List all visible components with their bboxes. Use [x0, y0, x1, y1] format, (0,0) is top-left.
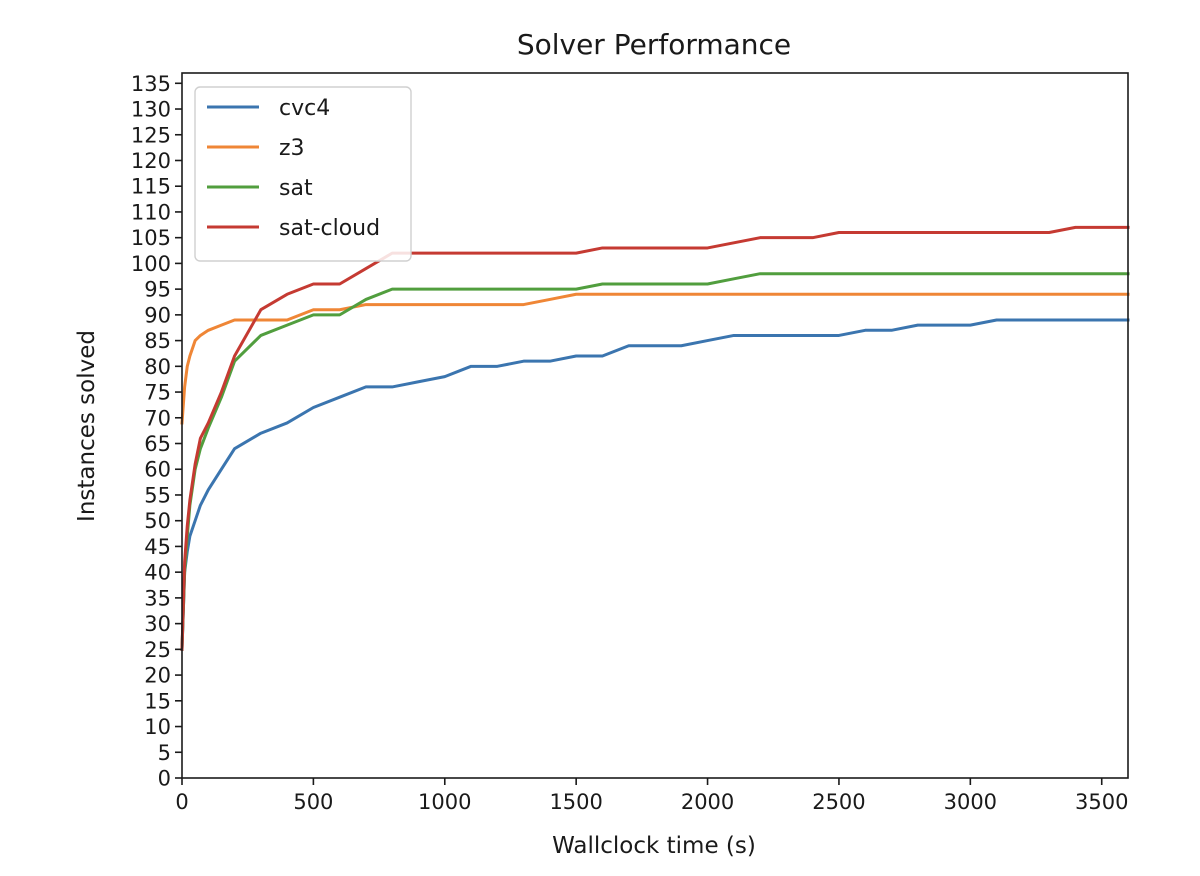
x-tick-label: 3500 [1075, 790, 1128, 814]
legend-label-sat: sat [279, 176, 313, 201]
y-tick-label: 65 [144, 432, 171, 456]
y-tick-label: 20 [144, 664, 171, 688]
series-layer [180, 225, 1130, 651]
legend-label-z3: z3 [279, 136, 305, 161]
y-axis-label: Instances solved [74, 330, 100, 522]
chart-title: Solver Performance [517, 28, 791, 61]
ticks-layer: 0 500 1000 1500 2000 2500 3000 3500051015202530… [131, 72, 1129, 814]
y-tick-label: 85 [144, 329, 171, 353]
x-tick-label: 3000 [944, 790, 997, 814]
y-tick-label: 100 [131, 252, 171, 276]
y-tick-label: 125 [131, 123, 171, 147]
y-tick-label: 95 [144, 278, 171, 302]
y-tick-label: 5 [158, 741, 171, 765]
y-tick-label: 60 [144, 458, 171, 482]
y-tick-label: 10 [144, 715, 171, 739]
y-tick-label: 55 [144, 483, 171, 507]
legend: cvc4 z3 sat sat-cloud [194, 86, 412, 262]
y-tick-label: 25 [144, 638, 171, 662]
y-tick-label: 70 [144, 406, 171, 430]
series-line-cvc4 [180, 318, 1130, 651]
x-tick-label: 500 [293, 790, 333, 814]
x-tick-label: 0 [175, 790, 188, 814]
legend-label-cvc4: cvc4 [279, 96, 330, 121]
y-tick-label: 0 [158, 767, 171, 791]
series-line-sat [180, 272, 1130, 651]
y-tick-label: 135 [131, 72, 171, 96]
y-tick-label: 115 [131, 175, 171, 199]
plot-frame [181, 72, 1129, 779]
y-tick-label: 105 [131, 226, 171, 250]
x-axis-label: Wallclock time (s) [552, 833, 756, 859]
legend-label-sat-cloud: sat-cloud [279, 216, 380, 241]
y-tick-label: 130 [131, 98, 171, 122]
y-tick-label: 110 [131, 200, 171, 224]
y-tick-label: 15 [144, 689, 171, 713]
x-tick-label: 1000 [418, 790, 471, 814]
x-tick-label: 2500 [812, 790, 865, 814]
y-tick-label: 80 [144, 355, 171, 379]
y-tick-label: 50 [144, 509, 171, 533]
x-tick-label: 1500 [549, 790, 602, 814]
series-line-z3 [180, 292, 1130, 425]
y-tick-label: 40 [144, 561, 171, 585]
y-tick-label: 30 [144, 612, 171, 636]
y-tick-label: 120 [131, 149, 171, 173]
y-tick-label: 90 [144, 303, 171, 327]
series-line-sat-cloud [180, 225, 1130, 651]
legend-box [194, 86, 412, 262]
y-tick-label: 45 [144, 535, 171, 559]
y-tick-label: 75 [144, 381, 171, 405]
x-tick-label: 2000 [681, 790, 734, 814]
y-tick-label: 35 [144, 586, 171, 610]
